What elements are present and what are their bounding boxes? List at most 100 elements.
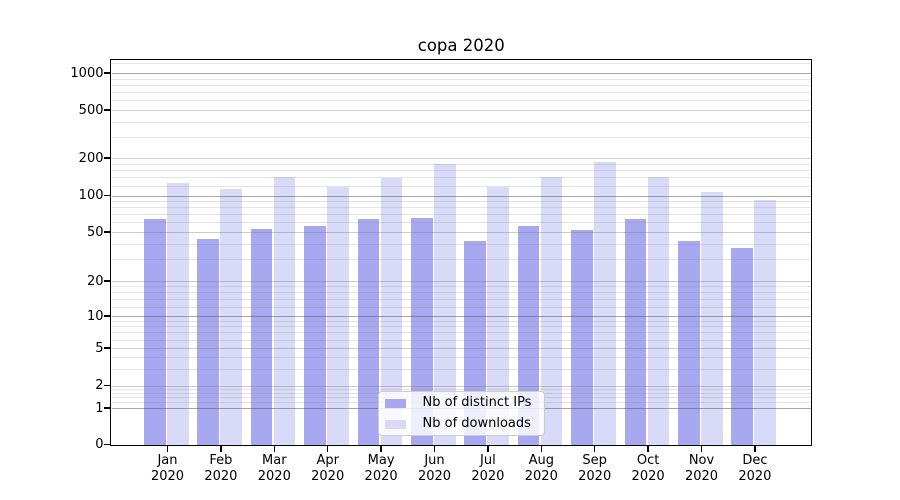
y-tick-mark-10 bbox=[104, 315, 111, 317]
x-tick-mark-jun bbox=[433, 445, 436, 452]
gridline-y-40 bbox=[111, 243, 811, 245]
bar-distinct-ips bbox=[624, 219, 647, 445]
gridline-y-50 bbox=[111, 232, 811, 233]
gridline-y-8 bbox=[111, 326, 811, 328]
gridline-y-12 bbox=[111, 306, 811, 308]
bar-distinct-ips bbox=[571, 229, 593, 445]
y-tick-mark-100 bbox=[104, 194, 111, 197]
x-tick-label-nov: Nov 2020 bbox=[684, 453, 719, 484]
x-tick-label-may: May 2020 bbox=[364, 453, 398, 484]
gridline-y-6 bbox=[111, 339, 811, 341]
y-tick-mark-20 bbox=[104, 280, 111, 282]
bar-downloads bbox=[273, 176, 296, 445]
gridline-y-18 bbox=[111, 286, 811, 288]
x-tick-label-sep: Sep 2020 bbox=[578, 453, 612, 484]
bar-downloads bbox=[327, 186, 349, 445]
y-tick-mark-1000 bbox=[104, 72, 111, 74]
y-tick-label-500: 500 bbox=[78, 102, 104, 118]
x-tick-label-aug: Aug 2020 bbox=[524, 453, 558, 484]
bar-downloads bbox=[754, 199, 776, 445]
gridline-y-400 bbox=[111, 121, 811, 123]
legend-label-downloads: Nb of downloads bbox=[422, 416, 531, 431]
gridline-y-14 bbox=[111, 299, 811, 300]
x-tick-label-feb: Feb 2020 bbox=[204, 453, 238, 484]
gridline-y-1000 bbox=[111, 73, 811, 74]
bar-distinct-ips bbox=[411, 218, 433, 445]
gridline-y-700 bbox=[111, 92, 811, 94]
y-tick-label-10: 10 bbox=[86, 308, 104, 324]
x-tick-mark-dec bbox=[754, 445, 756, 452]
x-tick-mark-aug bbox=[540, 445, 542, 452]
bar-downloads bbox=[434, 164, 456, 445]
x-tick-label-mar: Mar 2020 bbox=[257, 453, 291, 484]
y-tick-mark-5 bbox=[104, 347, 111, 349]
gridline-y-500 bbox=[111, 110, 811, 111]
y-tick-label-0: 0 bbox=[95, 437, 104, 452]
x-tick-mark-apr bbox=[327, 445, 329, 452]
gridline-y-9 bbox=[111, 320, 811, 322]
gridline-y-4 bbox=[111, 357, 811, 359]
legend-entry-downloads: Nb of downloads bbox=[384, 416, 536, 431]
legend-swatch-distinct-ips bbox=[384, 398, 406, 408]
gridline-y-7 bbox=[111, 332, 811, 334]
y-tick-mark-500 bbox=[104, 109, 111, 111]
gridline-y-140 bbox=[111, 177, 811, 179]
x-tick-mark-jul bbox=[487, 445, 489, 452]
y-tick-label-1: 1 bbox=[95, 400, 104, 416]
bar-distinct-ips bbox=[304, 226, 326, 445]
gridline-y-70 bbox=[111, 214, 811, 216]
x-tick-mark-may bbox=[380, 445, 382, 452]
gridline-y-180 bbox=[111, 163, 811, 165]
x-tick-label-apr: Apr 2020 bbox=[311, 453, 345, 484]
gridline-y-2 bbox=[111, 385, 811, 387]
y-tick-label-20: 20 bbox=[86, 273, 104, 289]
bar-distinct-ips bbox=[144, 219, 166, 445]
x-tick-label-jan: Jan 2020 bbox=[150, 453, 185, 484]
gridline-y-1.8 bbox=[111, 388, 811, 390]
gridline-y-200 bbox=[111, 158, 811, 159]
x-tick-mark-sep bbox=[594, 445, 596, 452]
y-tick-label-1000: 1000 bbox=[70, 65, 104, 81]
x-tick-label-jun: Jun 2020 bbox=[417, 453, 452, 484]
gridline-y-120 bbox=[111, 185, 811, 187]
bar-downloads bbox=[701, 191, 723, 445]
gridline-y-100 bbox=[111, 195, 811, 197]
x-tick-mark-oct bbox=[647, 445, 649, 452]
bar-downloads bbox=[167, 183, 189, 445]
bar-distinct-ips bbox=[197, 238, 219, 445]
legend-label-distinct-ips: Nb of distinct IPs bbox=[422, 395, 532, 410]
gridline-y-60 bbox=[111, 222, 811, 224]
gridline-y-5 bbox=[111, 348, 811, 349]
legend-swatch-downloads bbox=[384, 419, 406, 429]
bar-distinct-ips bbox=[678, 241, 700, 445]
y-tick-label-5: 5 bbox=[95, 340, 104, 356]
y-tick-label-100: 100 bbox=[78, 188, 104, 203]
gridline-y-1200 bbox=[111, 63, 811, 65]
gridline-y-3 bbox=[111, 368, 811, 370]
chart-title: copa 2020 bbox=[417, 36, 505, 55]
y-tick-mark-1 bbox=[104, 407, 111, 409]
gridline-y-80 bbox=[111, 207, 811, 209]
bar-downloads bbox=[647, 177, 670, 445]
x-tick-mark-jan bbox=[166, 445, 169, 452]
bar-downloads bbox=[380, 178, 403, 445]
x-tick-mark-nov bbox=[700, 445, 703, 452]
gridline-y-10 bbox=[111, 316, 811, 317]
x-tick-label-oct: Oct 2020 bbox=[631, 453, 665, 484]
bar-distinct-ips bbox=[250, 228, 273, 445]
x-tick-label-jul: Jul 2020 bbox=[471, 453, 505, 484]
gridline-y-800 bbox=[111, 84, 811, 86]
y-tick-mark-2 bbox=[104, 384, 111, 387]
y-tick-mark-200 bbox=[104, 157, 111, 159]
y-tick-label-200: 200 bbox=[78, 150, 104, 166]
gridline-y-300 bbox=[111, 136, 811, 138]
gridline-y-900 bbox=[111, 78, 811, 80]
y-tick-label-2: 2 bbox=[95, 378, 104, 393]
legend-entry-distinct-ips: Nb of distinct IPs bbox=[384, 395, 536, 410]
bar-downloads bbox=[540, 177, 563, 445]
bar-distinct-ips bbox=[357, 219, 380, 445]
y-tick-label-50: 50 bbox=[86, 224, 104, 240]
x-tick-mark-feb bbox=[220, 445, 222, 452]
bar-distinct-ips bbox=[731, 248, 753, 445]
